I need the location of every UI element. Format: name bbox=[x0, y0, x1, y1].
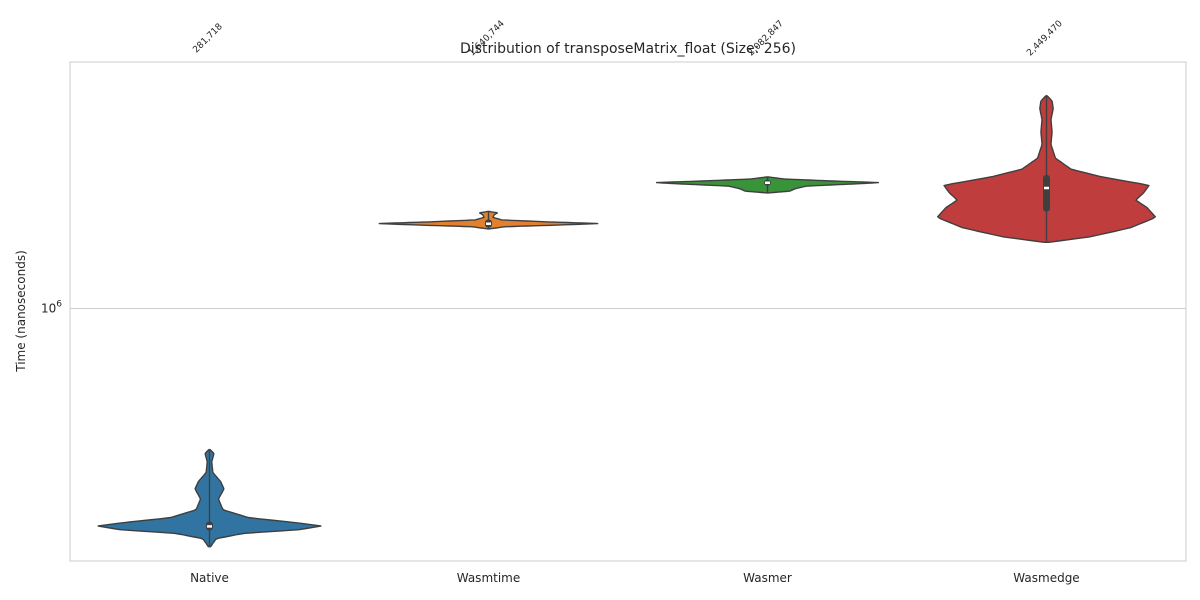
y-axis-label: Time (nanoseconds) bbox=[14, 250, 28, 373]
y-tick-label-0: 106 bbox=[41, 300, 62, 316]
x-tick-labels: Native Wasmtime Wasmer Wasmedge bbox=[190, 571, 1080, 585]
x-tick-label-wasmedge: Wasmedge bbox=[1013, 571, 1079, 585]
x-tick-label-wasmtime: Wasmtime bbox=[457, 571, 521, 585]
median-marker-wasmtime bbox=[486, 222, 491, 225]
median-marker-wasmer bbox=[765, 181, 770, 184]
iqr-box-wasmedge bbox=[1043, 175, 1050, 212]
median-marker-wasmedge bbox=[1044, 186, 1049, 190]
x-tick-label-native: Native bbox=[190, 571, 229, 585]
annotation-native: 281,718 bbox=[191, 22, 225, 56]
annotation-wasmedge: 2,449,470 bbox=[1025, 19, 1065, 59]
violins bbox=[97, 95, 1156, 548]
median-marker-native bbox=[207, 525, 212, 528]
y-tick-labels: 106 bbox=[41, 300, 62, 316]
x-tick-label-wasmer: Wasmer bbox=[743, 571, 792, 585]
plot-area bbox=[69, 61, 1187, 562]
chart-title: Distribution of transposeMatrix_float (S… bbox=[460, 41, 796, 57]
